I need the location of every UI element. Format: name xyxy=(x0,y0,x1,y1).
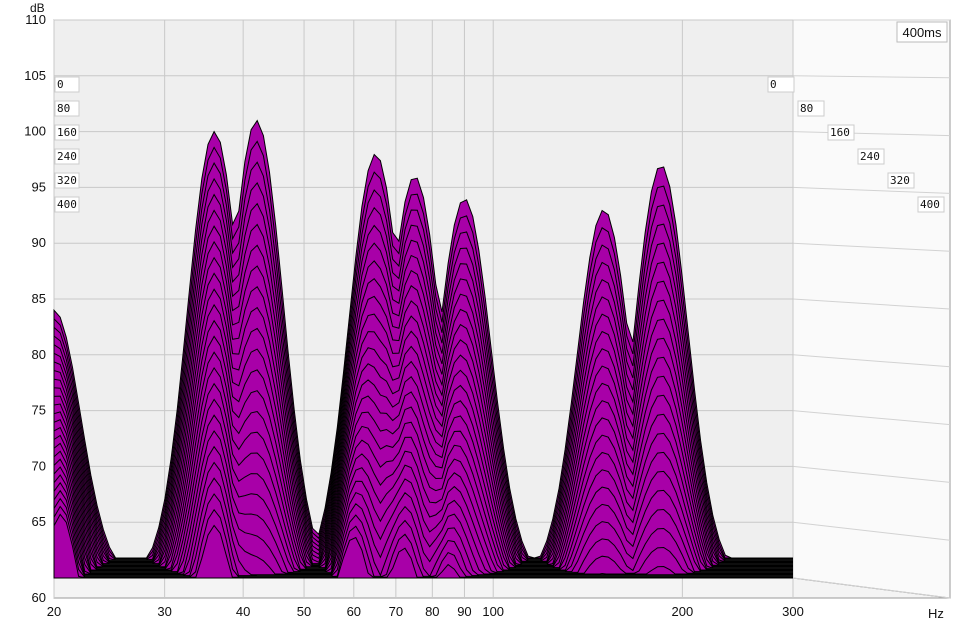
svg-text:240: 240 xyxy=(57,150,77,163)
y-tick-label: 110 xyxy=(25,12,46,27)
grid-line-side xyxy=(792,242,951,252)
time-tick-left: 400 xyxy=(54,196,80,213)
time-tick-right: 160 xyxy=(827,124,855,141)
y-axis-unit: dB xyxy=(30,1,45,15)
time-tick-right: 400 xyxy=(917,196,945,213)
svg-text:320: 320 xyxy=(890,174,910,187)
y-tick-label: 70 xyxy=(32,458,46,473)
time-tick-left: 0 xyxy=(54,76,80,93)
waterfall-slice xyxy=(53,445,793,575)
svg-text:400: 400 xyxy=(920,198,940,211)
svg-text:320: 320 xyxy=(57,174,77,187)
svg-text:400: 400 xyxy=(57,198,77,211)
x-tick-label: 20 xyxy=(47,604,61,619)
y-tick-label: 85 xyxy=(32,291,46,306)
svg-text:0: 0 xyxy=(57,78,64,91)
x-tick-label: 300 xyxy=(782,604,804,619)
x-tick-label: 60 xyxy=(347,604,361,619)
x-tick-label: 30 xyxy=(157,604,171,619)
svg-text:0: 0 xyxy=(770,78,777,91)
y-tick-label: 100 xyxy=(24,124,46,139)
slices xyxy=(53,119,793,579)
waterfall-slice xyxy=(53,493,793,578)
grid-line-side xyxy=(792,75,951,79)
y-tick-label: 75 xyxy=(32,403,46,418)
y-tick-label: 105 xyxy=(24,68,46,83)
grid-line-side xyxy=(792,577,951,599)
x-tick-label: 90 xyxy=(457,604,471,619)
x-axis-unit: Hz xyxy=(928,606,944,621)
time-tick-left: 80 xyxy=(54,100,80,117)
grid-line-side xyxy=(792,410,951,426)
waterfall-slice xyxy=(53,513,793,579)
x-tick-label: 50 xyxy=(297,604,311,619)
time-tick-right: 0 xyxy=(767,76,795,93)
grid-line-side xyxy=(792,186,951,194)
x-tick-label: 40 xyxy=(236,604,250,619)
svg-text:80: 80 xyxy=(57,102,70,115)
x-tick-label: 100 xyxy=(482,604,504,619)
svg-text:240: 240 xyxy=(860,150,880,163)
time-tick-left: 160 xyxy=(54,124,80,141)
grid-line-side xyxy=(792,465,951,483)
grid-line-side xyxy=(792,521,951,541)
y-tick-label: 80 xyxy=(32,347,46,362)
waterfall-slice xyxy=(53,505,793,578)
time-tick-right: 80 xyxy=(797,100,825,117)
time-label: 400ms xyxy=(902,25,942,40)
waterfall-slice xyxy=(53,461,793,576)
y-tick-label: 60 xyxy=(32,590,46,605)
y-tick-label: 90 xyxy=(32,235,46,250)
svg-text:80: 80 xyxy=(800,102,813,115)
x-tick-label: 200 xyxy=(672,604,694,619)
y-tick-label: 65 xyxy=(32,514,46,529)
x-tick-label: 70 xyxy=(389,604,403,619)
time-tick-right: 240 xyxy=(857,148,885,165)
time-tick-left: 320 xyxy=(54,172,80,189)
time-tick-right: 320 xyxy=(887,172,915,189)
time-tick-left: 240 xyxy=(54,148,80,165)
grid-line-side xyxy=(792,298,951,310)
y-tick-label: 95 xyxy=(32,179,46,194)
grid-line-side xyxy=(792,354,951,368)
grid-line-side xyxy=(792,131,951,137)
x-tick-label: 80 xyxy=(425,604,439,619)
svg-text:160: 160 xyxy=(57,126,77,139)
time-label-box: 400ms xyxy=(896,21,948,43)
svg-text:160: 160 xyxy=(830,126,850,139)
